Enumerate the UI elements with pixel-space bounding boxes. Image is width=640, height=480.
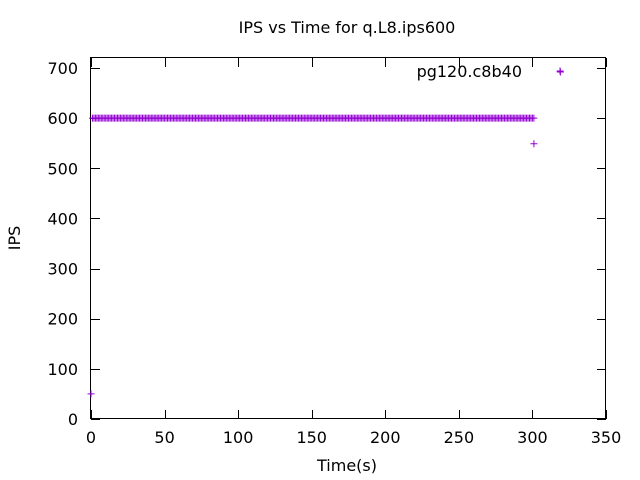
y-tick-label: 700 — [47, 59, 78, 78]
x-tick-label: 350 — [591, 428, 622, 447]
y-tick-label: 0 — [68, 410, 78, 429]
y-tick-label: 200 — [47, 310, 78, 329]
x-tick-label: 200 — [370, 428, 401, 447]
x-tick-label: 300 — [517, 428, 548, 447]
y-axis: 0 100 200 300 400 500 600 700 — [47, 59, 606, 429]
legend: pg120.c8b40 — [417, 62, 564, 81]
x-axis: 0 50 100 150 200 250 300 350 — [86, 58, 621, 447]
y-tick-label: 600 — [47, 109, 78, 128]
x-tick-label: 50 — [154, 428, 174, 447]
x-tick-label: 0 — [86, 428, 96, 447]
legend-label: pg120.c8b40 — [417, 62, 522, 81]
data-points — [87, 68, 564, 398]
data-point — [556, 68, 564, 76]
data-point — [530, 114, 538, 122]
x-tick-label: 250 — [444, 428, 475, 447]
y-tick-label: 500 — [47, 159, 78, 178]
y-tick-label: 300 — [47, 260, 78, 279]
chart-title: IPS vs Time for q.L8.ips600 — [239, 18, 456, 37]
y-tick-label: 100 — [47, 360, 78, 379]
y-axis-label: IPS — [5, 226, 24, 251]
x-tick-label: 150 — [296, 428, 327, 447]
plot-frame — [90, 57, 606, 419]
data-point — [530, 140, 538, 148]
y-tick-label: 400 — [47, 209, 78, 228]
data-point — [87, 390, 95, 398]
x-tick-label: 100 — [223, 428, 254, 447]
x-axis-label: Time(s) — [316, 456, 377, 475]
